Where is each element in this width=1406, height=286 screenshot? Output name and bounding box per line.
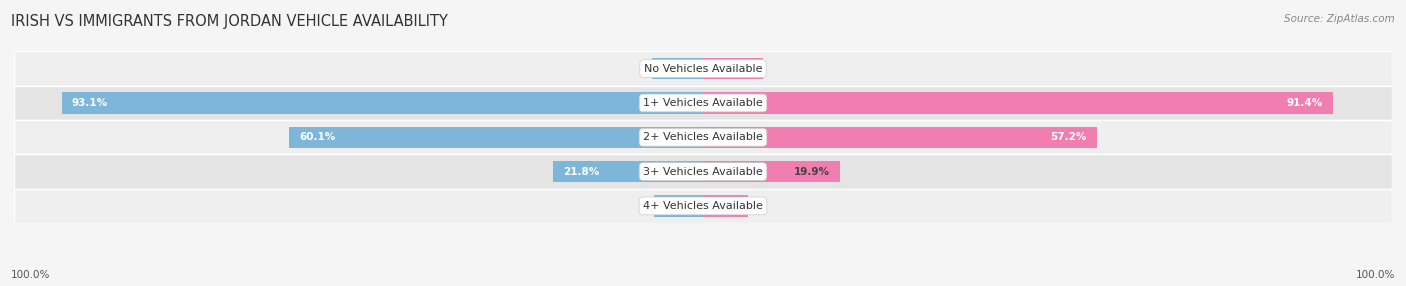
Bar <box>703 161 841 182</box>
Text: 4+ Vehicles Available: 4+ Vehicles Available <box>643 201 763 211</box>
Bar <box>290 127 703 148</box>
Text: 93.1%: 93.1% <box>72 98 108 108</box>
Bar <box>14 189 1392 223</box>
Bar <box>703 58 763 79</box>
Text: 7.1%: 7.1% <box>665 201 693 211</box>
Text: 2+ Vehicles Available: 2+ Vehicles Available <box>643 132 763 142</box>
Text: 7.4%: 7.4% <box>662 64 692 74</box>
Text: IRISH VS IMMIGRANTS FROM JORDAN VEHICLE AVAILABILITY: IRISH VS IMMIGRANTS FROM JORDAN VEHICLE … <box>11 14 449 29</box>
Text: 6.5%: 6.5% <box>709 201 738 211</box>
Text: 3+ Vehicles Available: 3+ Vehicles Available <box>643 167 763 176</box>
Text: 1+ Vehicles Available: 1+ Vehicles Available <box>643 98 763 108</box>
Bar <box>14 86 1392 120</box>
Text: 21.8%: 21.8% <box>564 167 599 176</box>
Text: 60.1%: 60.1% <box>299 132 336 142</box>
Text: 57.2%: 57.2% <box>1050 132 1087 142</box>
Text: 8.7%: 8.7% <box>724 64 752 74</box>
Text: 91.4%: 91.4% <box>1286 98 1323 108</box>
Bar <box>703 127 1097 148</box>
Bar <box>703 92 1333 114</box>
Text: No Vehicles Available: No Vehicles Available <box>644 64 762 74</box>
Text: 19.9%: 19.9% <box>794 167 830 176</box>
Bar <box>14 154 1392 189</box>
Bar <box>703 195 748 217</box>
Bar <box>652 58 703 79</box>
Text: 100.0%: 100.0% <box>1355 270 1395 280</box>
Bar <box>553 161 703 182</box>
Bar <box>14 120 1392 154</box>
Text: Source: ZipAtlas.com: Source: ZipAtlas.com <box>1284 14 1395 24</box>
Bar <box>14 51 1392 86</box>
Bar <box>654 195 703 217</box>
Bar <box>62 92 703 114</box>
Text: 100.0%: 100.0% <box>11 270 51 280</box>
